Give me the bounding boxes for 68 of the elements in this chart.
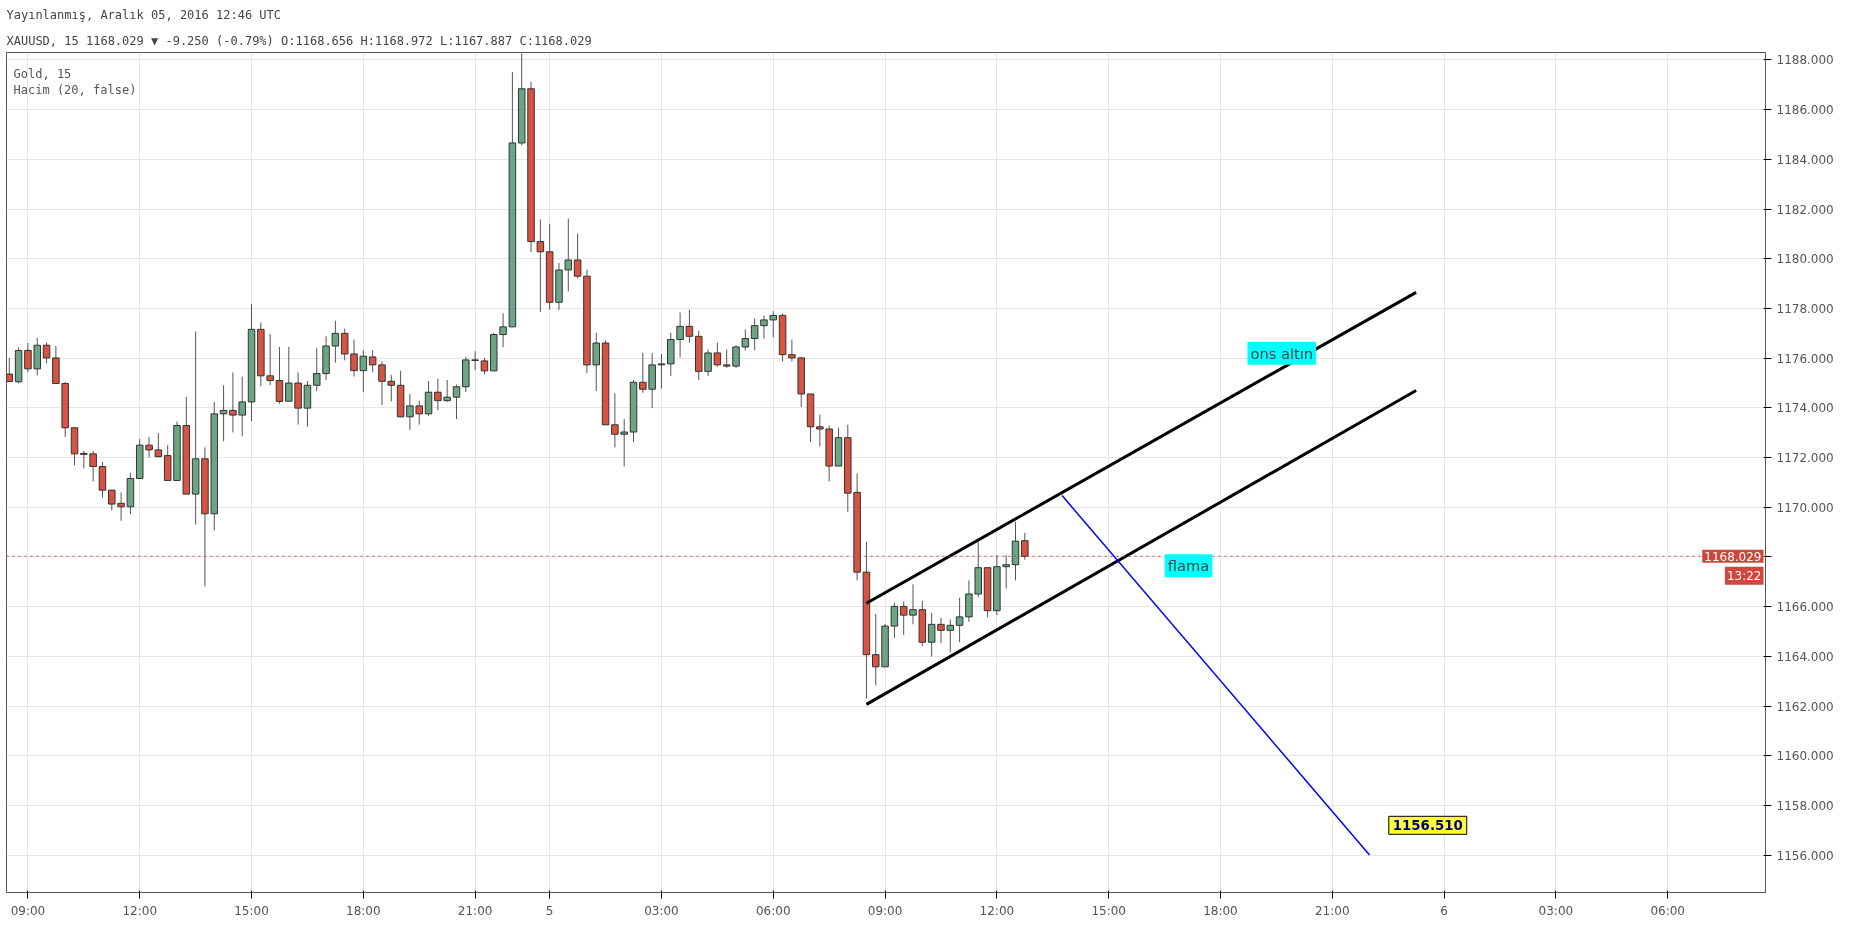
y-tick-label: 1174.000 xyxy=(1776,401,1834,416)
candlestick xyxy=(816,414,824,447)
y-tick-label: 1156.000 xyxy=(1776,848,1834,863)
annotation: 13:22 xyxy=(1726,568,1762,583)
x-tick-label: 09:00 xyxy=(867,903,903,918)
x-tick-label: 06:00 xyxy=(755,903,791,918)
y-tick-label: 1186.000 xyxy=(1776,103,1834,118)
candlestick xyxy=(965,579,973,623)
chart-subtitle: Yayınlanmış, Aralık 05, 2016 12:46 UTC xyxy=(6,7,282,22)
x-tick-label: 5 xyxy=(545,903,554,918)
candlestick xyxy=(1021,532,1029,561)
x-tick-label: 21:00 xyxy=(457,903,493,918)
candlestick xyxy=(340,328,349,361)
y-tick-label: 1176.000 xyxy=(1776,351,1834,366)
y-tick-label: 1160.000 xyxy=(1776,749,1834,764)
candlestick xyxy=(657,353,666,389)
x-tick-label: 15:00 xyxy=(1091,903,1126,918)
candlestick xyxy=(760,314,768,340)
candlestick xyxy=(564,218,573,292)
y-tick-label: 1182.000 xyxy=(1776,202,1834,217)
y-tick-label: 1180.000 xyxy=(1776,252,1834,267)
y-tick-label: 1170.000 xyxy=(1776,500,1834,515)
candlestick xyxy=(42,342,51,364)
x-tick-label: 21:00 xyxy=(1314,903,1350,918)
candlestick xyxy=(750,317,759,351)
candlestick xyxy=(6,357,14,383)
candlestick xyxy=(275,346,284,405)
y-tick-label: 1166.000 xyxy=(1776,600,1834,615)
x-tick-label: 12:00 xyxy=(122,903,158,918)
candlestick xyxy=(955,597,964,643)
x-tick-label: 06:00 xyxy=(1650,903,1685,918)
candlestick xyxy=(890,601,899,639)
x-tick-label: 03:00 xyxy=(1538,903,1574,918)
ref-line-label: 1168.029 xyxy=(1704,549,1762,564)
candlestick xyxy=(266,333,274,386)
y-tick-label: 1184.000 xyxy=(1776,152,1834,167)
x-tick-label: 03:00 xyxy=(644,903,679,918)
annotation: Hacim (20, false) xyxy=(13,83,137,98)
candlestick xyxy=(1011,521,1020,581)
candlestick xyxy=(788,339,796,362)
candlestick xyxy=(154,432,163,458)
chart-title: XAUUSD, 15 1168.029 ▼ -9.250 (-0.79%) O:1168.656 H:1168.972 L:1167.887 C:1168.029 xyxy=(6,33,592,48)
x-tick-label: 15:00 xyxy=(234,903,269,918)
y-tick-label: 1164.000 xyxy=(1776,649,1834,664)
y-tick-label: 1172.000 xyxy=(1776,451,1834,466)
y-tick-label: 1162.000 xyxy=(1776,699,1834,714)
y-tick-label: 1178.000 xyxy=(1776,301,1834,316)
x-tick-label: 18:00 xyxy=(346,903,381,918)
candlestick xyxy=(685,309,694,344)
candlestick xyxy=(98,461,107,499)
candlestick xyxy=(303,380,312,428)
candlestick xyxy=(536,218,545,313)
candlestick xyxy=(452,384,461,420)
candlestick xyxy=(331,320,340,364)
candlestick xyxy=(573,232,582,279)
candlestick xyxy=(424,380,433,417)
x-tick-label: 18:00 xyxy=(1203,903,1238,918)
y-tick-label: 1158.000 xyxy=(1776,799,1834,814)
candlestick xyxy=(741,328,750,351)
annotation: 1156.510 xyxy=(1392,818,1463,834)
annotation: flama xyxy=(1167,557,1210,575)
x-tick-label: 6 xyxy=(1440,903,1448,918)
x-tick-label: 12:00 xyxy=(979,903,1015,918)
x-tick-label: 09:00 xyxy=(10,903,46,918)
y-tick-label: 1188.000 xyxy=(1776,53,1834,68)
annotation: ons altın xyxy=(1250,344,1314,362)
candlestick xyxy=(769,310,778,338)
annotation: Gold, 15 xyxy=(13,66,72,81)
